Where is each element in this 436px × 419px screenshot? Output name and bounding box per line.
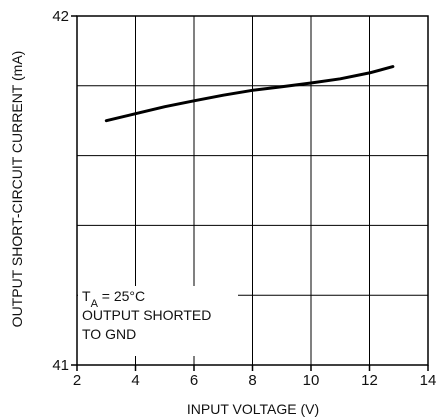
annotation-line-2: OUTPUT SHORTED: [82, 307, 211, 323]
y-tick-label: 41: [52, 357, 69, 374]
x-tick-label: 2: [73, 372, 81, 389]
annotation-temp-symbol: T: [82, 288, 91, 304]
x-axis-title: INPUT VOLTAGE (V): [187, 401, 319, 417]
x-tick-label: 4: [131, 372, 139, 389]
series-line: [104, 65, 395, 123]
x-tick-label: 12: [361, 372, 378, 389]
x-tick-label: 8: [248, 372, 256, 389]
annotation-temp-value: = 25°C: [98, 288, 145, 304]
y-tick-labels: 41 42: [52, 8, 69, 374]
x-tick-label: 14: [420, 372, 436, 389]
x-tick-label: 6: [190, 372, 198, 389]
annotation-temp-subscript: A: [91, 298, 99, 310]
y-axis-title: OUTPUT SHORT-CIRCUIT CURRENT (mA): [9, 51, 25, 328]
annotation-temperature: TA = 25°C: [82, 288, 145, 310]
x-tick-label: 10: [303, 372, 320, 389]
annotation-background: [78, 286, 238, 356]
y-tick-label: 42: [52, 8, 69, 25]
tick-marks: [71, 15, 429, 371]
x-tick-labels: 2 4 6 8 10 12 14: [73, 372, 436, 389]
annotation-line-3: TO GND: [82, 326, 136, 342]
